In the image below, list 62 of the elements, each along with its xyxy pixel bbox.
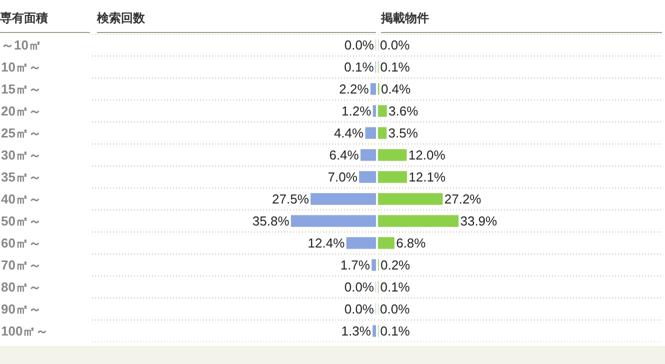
y-axis-title: 専有面積	[0, 8, 90, 33]
data-label: 0.0%	[344, 302, 374, 317]
bar	[372, 325, 376, 337]
data-label: 0.0%	[380, 302, 410, 317]
bar	[378, 105, 387, 117]
bar	[370, 83, 376, 95]
y-tick-label: 70㎡～	[1, 258, 42, 273]
data-label: 27.5%	[272, 192, 310, 207]
data-label: 0.1%	[344, 60, 374, 75]
bar	[346, 237, 376, 249]
y-tick-label: 60㎡～	[1, 236, 42, 251]
data-label: 0.1%	[380, 60, 410, 75]
data-label: 0.0%	[344, 38, 374, 53]
y-tick-label: 100㎡～	[1, 324, 49, 339]
y-tick-label: 10㎡～	[1, 60, 42, 75]
data-label: 0.2%	[380, 258, 411, 273]
data-label: 0.4%	[380, 82, 412, 97]
y-tick-label: 40㎡～	[1, 192, 42, 207]
bar	[378, 171, 407, 183]
data-label: 6.8%	[396, 236, 426, 251]
bar	[310, 193, 376, 205]
data-label: 35.8%	[252, 214, 290, 229]
data-label: 1.3%	[341, 324, 372, 339]
data-label: 2.2%	[339, 82, 370, 97]
data-label: 27.2%	[444, 192, 482, 207]
bar	[378, 193, 443, 205]
y-tick-label: ～10㎡	[1, 38, 42, 53]
y-tick-label: 30㎡～	[1, 148, 42, 163]
data-label: 12.0%	[408, 148, 446, 163]
data-label: 6.4%	[329, 148, 360, 163]
data-label: 0.0%	[380, 38, 410, 53]
bar	[365, 127, 376, 139]
bar	[378, 149, 407, 161]
bar	[360, 149, 376, 161]
bar	[290, 215, 376, 227]
chart-title: 検索回数	[97, 8, 376, 33]
y-tick-label: 35㎡～	[1, 170, 42, 185]
chart-title: 掲載物件	[381, 8, 662, 33]
y-tick-label: 25㎡～	[1, 126, 42, 141]
data-label: 12.4%	[308, 236, 346, 251]
data-label: 33.9%	[460, 214, 498, 229]
bar	[378, 237, 394, 249]
data-label: 1.2%	[342, 104, 372, 119]
bar	[372, 259, 376, 271]
data-label: 1.7%	[340, 258, 370, 273]
y-tick-label: 50㎡～	[1, 214, 42, 229]
data-label: 0.1%	[380, 280, 410, 295]
bar	[378, 127, 387, 139]
data-label: 0.0%	[344, 280, 374, 295]
bar	[378, 215, 459, 227]
y-tick-label: 15㎡～	[1, 82, 42, 97]
data-label: 3.6%	[388, 104, 419, 119]
data-label: 4.4%	[334, 126, 364, 141]
bar	[372, 105, 376, 117]
y-tick-label: 80㎡～	[1, 280, 42, 295]
data-label: 3.5%	[388, 126, 418, 141]
data-label: 7.0%	[328, 170, 358, 185]
data-label: 0.1%	[380, 324, 410, 339]
y-tick-label: 20㎡～	[1, 104, 42, 119]
bar	[359, 171, 376, 183]
data-label: 12.1%	[408, 170, 446, 185]
y-tick-label: 90㎡～	[1, 302, 42, 317]
